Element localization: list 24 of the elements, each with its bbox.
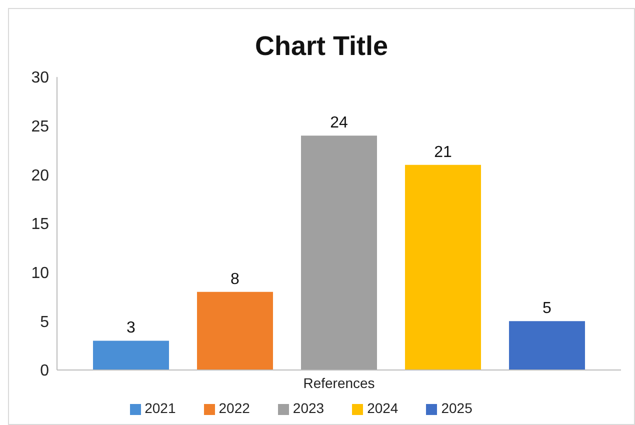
y-tick-label: 10 bbox=[31, 265, 50, 282]
bar bbox=[509, 321, 585, 370]
data-label: 3 bbox=[126, 320, 136, 337]
y-tick-label: 20 bbox=[31, 167, 50, 184]
legend-label: 2025 bbox=[441, 400, 472, 416]
y-tick-label: 0 bbox=[40, 362, 50, 380]
legend-label: 2022 bbox=[218, 400, 250, 416]
bar bbox=[405, 164, 481, 370]
data-label: 5 bbox=[542, 300, 552, 318]
y-tick-label: 15 bbox=[31, 216, 50, 234]
data-label: 8 bbox=[230, 270, 240, 288]
legend-label: 2024 bbox=[367, 400, 398, 416]
y-tick-label: 30 bbox=[31, 70, 50, 87]
data-label: 24 bbox=[330, 114, 348, 132]
legend-label: 2021 bbox=[144, 400, 176, 416]
bar bbox=[197, 292, 273, 370]
bar bbox=[93, 340, 169, 370]
y-tick-label: 25 bbox=[31, 118, 50, 136]
legend-label: 2023 bbox=[292, 400, 324, 416]
bar bbox=[301, 136, 377, 370]
y-tick-label: 5 bbox=[40, 314, 50, 331]
chart-title: Chart Title bbox=[254, 31, 390, 63]
x-tick-label: References bbox=[303, 374, 375, 391]
data-label: 21 bbox=[434, 144, 452, 161]
